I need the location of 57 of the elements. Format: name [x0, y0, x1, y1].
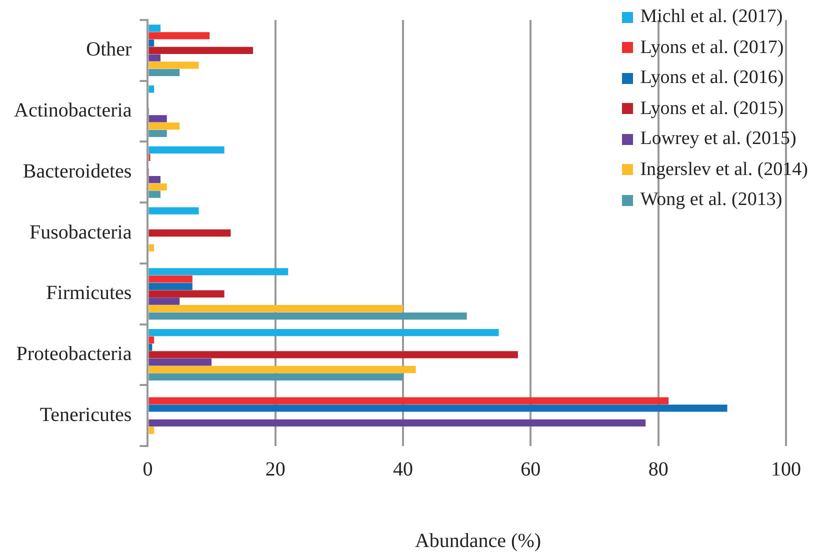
bar [148, 190, 160, 198]
x-tick-label: 100 [771, 458, 801, 480]
legend-label: Lowrey et al. (2015) [640, 127, 796, 151]
bar [148, 39, 154, 47]
bar [148, 54, 160, 62]
bar [148, 298, 180, 305]
x-tick-label: 0 [142, 458, 153, 480]
y-tick-label: Other [86, 38, 132, 61]
y-tick-label: Firmicutes [46, 282, 132, 304]
bar [148, 426, 154, 434]
bar [148, 275, 192, 283]
bar [148, 358, 212, 366]
bar [148, 46, 254, 54]
legend-label: Lyons et al. (2017) [640, 36, 784, 60]
bar [148, 351, 518, 358]
bar [148, 32, 210, 40]
y-tick-label: Actinobacteria [14, 100, 132, 122]
bar [148, 176, 160, 184]
bar [148, 290, 224, 298]
bar [148, 344, 152, 351]
bar [148, 130, 167, 138]
legend-label: Lyons et al. (2015) [640, 96, 784, 120]
legend-label: Wong et al. (2013) [640, 188, 782, 212]
bar [148, 122, 180, 130]
bar [148, 207, 199, 214]
bar [148, 305, 404, 312]
bar [148, 24, 160, 32]
bar [148, 397, 669, 404]
bar [148, 373, 404, 380]
bar [148, 336, 154, 344]
x-tick-label: 20 [265, 458, 286, 480]
bar [148, 419, 646, 427]
legend-label: Lyons et al. (2016) [640, 66, 784, 90]
y-tick-label: Tenericutes [40, 404, 132, 426]
bar [148, 366, 416, 374]
x-tick-label: 80 [648, 458, 668, 480]
bar [148, 229, 231, 237]
bar [148, 115, 167, 122]
bar [148, 268, 288, 276]
legend-label: Ingerslev et al. (2014) [640, 158, 808, 182]
bar [148, 146, 224, 154]
bar [148, 282, 192, 290]
bar [148, 312, 467, 320]
bar [148, 69, 180, 76]
bar [148, 183, 167, 191]
bar [148, 244, 154, 252]
x-tick-label: 40 [393, 458, 414, 480]
bar [148, 404, 728, 412]
y-tick-label: Proteobacteria [16, 342, 132, 365]
y-tick-label: Bacteroidetes [22, 160, 132, 182]
bar [148, 328, 499, 336]
x-axis-title: Abundance (%) [414, 530, 542, 553]
x-tick-label: 60 [520, 458, 541, 480]
bar [148, 62, 199, 69]
bar [148, 86, 154, 93]
y-tick-label: Fusobacteria [30, 221, 132, 244]
legend-label: Michl et al. (2017) [640, 5, 783, 29]
